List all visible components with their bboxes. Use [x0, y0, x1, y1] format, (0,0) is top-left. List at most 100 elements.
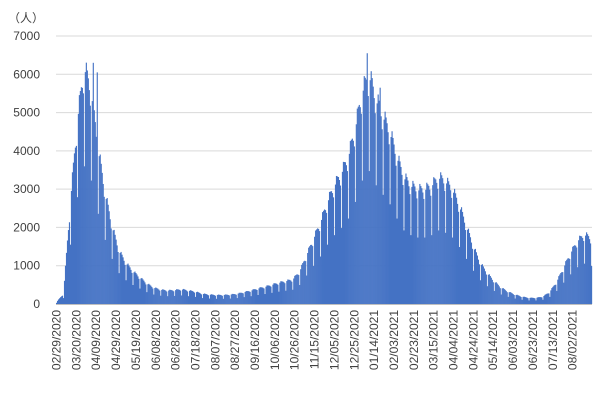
bar	[264, 294, 266, 304]
bar	[407, 180, 409, 304]
bar	[453, 192, 455, 304]
bar	[552, 286, 554, 304]
bar	[163, 289, 165, 304]
bar	[324, 209, 326, 304]
bar	[284, 283, 286, 304]
bar	[321, 219, 323, 304]
x-tick-label: 03/20/2020	[69, 310, 83, 370]
bar	[481, 264, 483, 304]
bar	[397, 160, 399, 304]
bar	[531, 297, 533, 304]
bar	[445, 232, 447, 304]
bar	[513, 295, 515, 304]
bar	[379, 87, 381, 304]
bar	[350, 139, 352, 304]
bar	[447, 177, 449, 304]
bar	[498, 286, 500, 304]
bar	[454, 188, 456, 304]
y-unit-label: （人）	[8, 11, 44, 25]
bar	[545, 294, 547, 304]
bar	[560, 272, 562, 304]
bar	[182, 289, 184, 304]
bar	[91, 101, 93, 304]
bar	[540, 297, 542, 304]
bar	[126, 264, 128, 304]
bar	[518, 295, 520, 304]
bar	[408, 186, 410, 304]
bar	[236, 298, 238, 304]
bar	[289, 279, 291, 304]
bar	[229, 298, 231, 304]
bar	[423, 198, 425, 304]
bar	[127, 263, 129, 304]
x-tick-label: 08/27/2020	[228, 310, 242, 370]
bar	[259, 287, 261, 304]
bar	[524, 296, 526, 304]
bar	[389, 204, 391, 304]
bar	[265, 286, 267, 304]
bar	[522, 296, 524, 304]
bar	[125, 280, 127, 304]
bar	[569, 258, 571, 304]
bar	[279, 282, 281, 304]
bar	[72, 162, 75, 304]
bar	[508, 292, 510, 304]
bar	[274, 283, 276, 304]
bar	[156, 288, 158, 304]
bar	[566, 259, 568, 304]
bar	[119, 252, 121, 304]
bar	[390, 137, 392, 304]
bar	[365, 79, 367, 304]
bar	[484, 271, 486, 304]
bar	[438, 230, 440, 304]
bar	[401, 174, 403, 304]
bar	[576, 247, 578, 304]
bar	[355, 124, 357, 304]
bar	[155, 287, 157, 304]
bar	[372, 86, 374, 305]
bar	[285, 290, 287, 304]
bar	[564, 265, 566, 304]
bar	[581, 236, 583, 304]
bar	[165, 290, 167, 304]
bar	[65, 252, 68, 304]
bar	[209, 294, 211, 304]
bar	[348, 153, 350, 304]
bar	[212, 294, 214, 304]
bar	[56, 302, 58, 304]
bar	[571, 251, 573, 304]
bar	[329, 191, 332, 304]
bar	[201, 298, 204, 304]
bar	[234, 294, 236, 304]
bar	[461, 211, 464, 304]
bar	[315, 230, 317, 304]
bar	[428, 185, 430, 304]
bar	[572, 246, 574, 304]
bar	[416, 198, 418, 304]
x-tick-label: 04/24/2021	[466, 310, 480, 370]
bar	[233, 294, 235, 304]
bar	[310, 244, 312, 304]
bar	[533, 298, 535, 304]
bar	[554, 284, 556, 304]
bar	[509, 291, 511, 304]
bar	[240, 292, 242, 304]
bar	[374, 113, 376, 305]
bar	[480, 264, 482, 304]
bar	[457, 203, 459, 304]
bar	[200, 294, 203, 304]
bar	[354, 201, 356, 304]
x-tick-label: 10/06/2020	[268, 310, 282, 370]
bar	[268, 285, 270, 304]
bar	[489, 276, 491, 304]
bar	[211, 294, 213, 304]
bar	[118, 273, 120, 304]
bar	[85, 62, 87, 305]
bar	[269, 285, 271, 304]
bar	[535, 300, 537, 304]
bar	[107, 204, 109, 304]
bar	[353, 146, 355, 304]
bar	[177, 289, 179, 304]
bar	[243, 297, 245, 304]
bar	[396, 218, 398, 304]
